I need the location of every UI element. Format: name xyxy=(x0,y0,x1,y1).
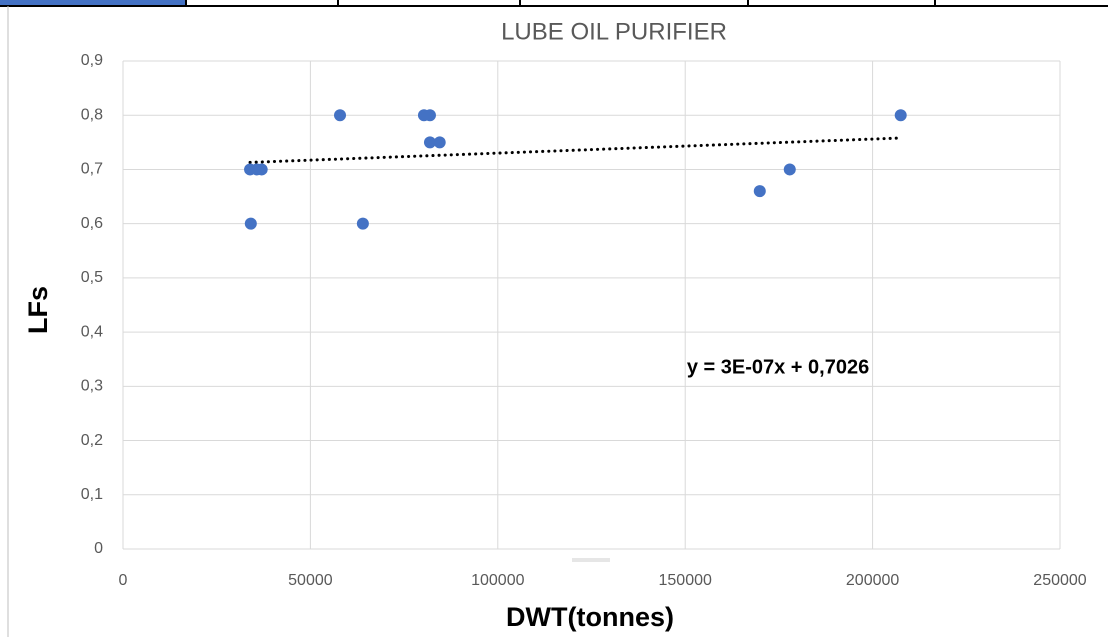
scroll-handle xyxy=(572,558,610,562)
y-tick-label: 0,1 xyxy=(81,486,103,503)
point xyxy=(255,163,268,176)
x-tick-label: 150000 xyxy=(659,572,712,589)
header-cells xyxy=(185,0,936,6)
x-tick-label: 200000 xyxy=(846,572,899,589)
y-tick-label: 0,6 xyxy=(81,215,103,232)
x-axis-label: DWT(tonnes) xyxy=(506,602,674,632)
y-tick-label: 0,3 xyxy=(81,378,103,395)
x-tick-label: 0 xyxy=(119,572,128,589)
trendline-equation: y = 3E-07x + 0,7026 xyxy=(687,356,869,378)
y-tick-label: 0,5 xyxy=(81,269,103,286)
point xyxy=(244,217,257,230)
y-tick-label: 0,7 xyxy=(81,161,103,178)
trendline xyxy=(248,136,903,164)
point xyxy=(423,136,436,149)
x-tick-label: 250000 xyxy=(1033,572,1086,589)
point xyxy=(334,109,347,122)
header-strip xyxy=(0,0,186,6)
y-tick-label: 0,8 xyxy=(81,106,103,123)
y-tick-label: 0,2 xyxy=(81,432,103,449)
x-tick-label: 100000 xyxy=(471,572,524,589)
x-tick-label: 50000 xyxy=(288,572,333,589)
point xyxy=(753,185,766,198)
y-tick-label: 0 xyxy=(94,540,103,557)
y-tick-label: 0,9 xyxy=(81,52,103,69)
point xyxy=(433,136,446,149)
chart-title: LUBE OIL PURIFIER xyxy=(501,18,727,45)
point xyxy=(894,109,907,122)
point xyxy=(783,163,796,176)
point xyxy=(356,217,369,230)
y-axis-label: LFs xyxy=(23,286,53,334)
point xyxy=(423,109,436,122)
y-tick-label: 0,4 xyxy=(81,323,103,340)
